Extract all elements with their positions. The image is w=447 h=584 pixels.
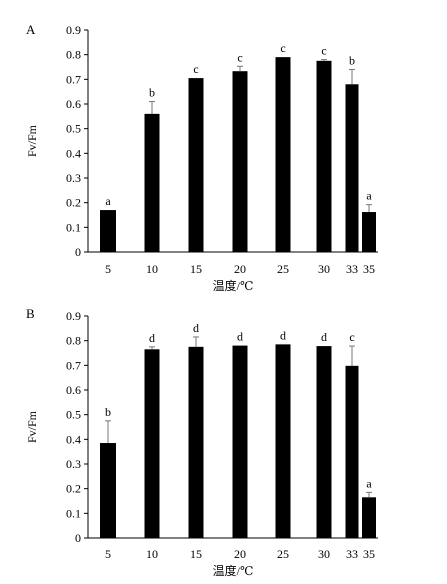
- significance-letter: c: [237, 50, 242, 64]
- x-tick-label: 5: [105, 262, 111, 276]
- x-tick-label: 15: [190, 547, 202, 561]
- significance-letter: b: [105, 405, 111, 419]
- x-tick-label: 5: [105, 547, 111, 561]
- significance-letter: d: [149, 331, 155, 345]
- x-axis-title: 温度/℃: [213, 563, 254, 578]
- x-tick-label: 33: [346, 547, 358, 561]
- x-tick-label: 15: [190, 262, 202, 276]
- y-tick-label: 0.6: [66, 97, 81, 111]
- bar-25: [275, 57, 291, 253]
- y-tick-label: 0.9: [66, 309, 81, 323]
- chart-panel-a: A 0 0.1 0.2 0.3 0.4 0.5 0.6 0.7 0.8 0.9 Fv/Fm a 5 b 10 c…: [25, 22, 378, 293]
- bar-20: [232, 345, 248, 538]
- y-tick-label: 0.8: [66, 334, 81, 348]
- bar-10: [144, 349, 160, 538]
- x-tick-label: 33: [346, 262, 358, 276]
- x-tick-label: 35: [363, 547, 375, 561]
- y-tick-label: 0.5: [66, 122, 81, 136]
- y-tick-label: 0.5: [66, 408, 81, 422]
- significance-letter: d: [321, 330, 327, 344]
- panel-label: B: [26, 306, 35, 321]
- y-axis-title: Fv/Fm: [25, 410, 39, 443]
- bar-33: [345, 365, 359, 538]
- bar-5: [100, 210, 116, 252]
- y-tick-label: 0.6: [66, 383, 81, 397]
- bar-30: [316, 346, 332, 538]
- y-tick-label: 0.3: [66, 171, 81, 185]
- y-tick-label: 0.2: [66, 196, 81, 210]
- chart-panel-b: B 0 0.1 0.2 0.3 0.4 0.5 0.6 0.7 0.8 0.9 Fv/Fm b 5 d 10 d…: [25, 306, 378, 578]
- bar-10: [144, 113, 160, 252]
- y-tick-label: 0.1: [66, 506, 81, 520]
- x-tick-label: 20: [234, 262, 246, 276]
- y-tick-label: 0.3: [66, 457, 81, 471]
- significance-letter: a: [366, 189, 372, 203]
- x-tick-label: 30: [318, 547, 330, 561]
- significance-letter: a: [105, 194, 111, 208]
- bar-30: [316, 60, 332, 253]
- x-tick-label: 25: [277, 547, 289, 561]
- significance-letter: d: [193, 321, 199, 335]
- x-tick-label: 10: [146, 547, 158, 561]
- significance-letter: b: [349, 53, 355, 67]
- significance-letter: d: [280, 328, 286, 342]
- y-tick-label: 0.8: [66, 48, 81, 62]
- x-tick-label: 25: [277, 262, 289, 276]
- bar-33: [345, 84, 359, 253]
- significance-letter: d: [237, 330, 243, 344]
- x-tick-label: 30: [318, 262, 330, 276]
- y-tick-label: 0.7: [66, 358, 81, 372]
- y-tick-label: 0.9: [66, 23, 81, 37]
- significance-letter: c: [321, 44, 326, 58]
- bar-5: [100, 443, 116, 538]
- significance-letter: c: [280, 41, 285, 55]
- bar-20: [232, 71, 248, 253]
- x-axis-title: 温度/℃: [213, 278, 254, 293]
- x-tick-label: 20: [234, 547, 246, 561]
- y-tick-label: 0.4: [66, 146, 81, 160]
- y-axis-title: Fv/Fm: [25, 124, 39, 157]
- bar-35: [362, 212, 376, 252]
- x-tick-label: 10: [146, 262, 158, 276]
- y-tick-label: 0: [75, 245, 81, 259]
- y-tick-label: 0: [75, 531, 81, 545]
- significance-letter: b: [149, 86, 155, 100]
- x-tick-label: 35: [363, 262, 375, 276]
- y-tick-label: 0.1: [66, 220, 81, 234]
- bar-15: [188, 346, 204, 538]
- significance-letter: a: [366, 476, 372, 490]
- bar-25: [275, 344, 291, 538]
- significance-letter: c: [349, 330, 354, 344]
- bar-15: [188, 78, 204, 252]
- panel-label: A: [26, 22, 36, 37]
- y-tick-label: 0.2: [66, 482, 81, 496]
- bar-35: [362, 497, 376, 538]
- y-tick-label: 0.7: [66, 72, 81, 86]
- y-tick-label: 0.4: [66, 432, 81, 446]
- significance-letter: c: [193, 62, 198, 76]
